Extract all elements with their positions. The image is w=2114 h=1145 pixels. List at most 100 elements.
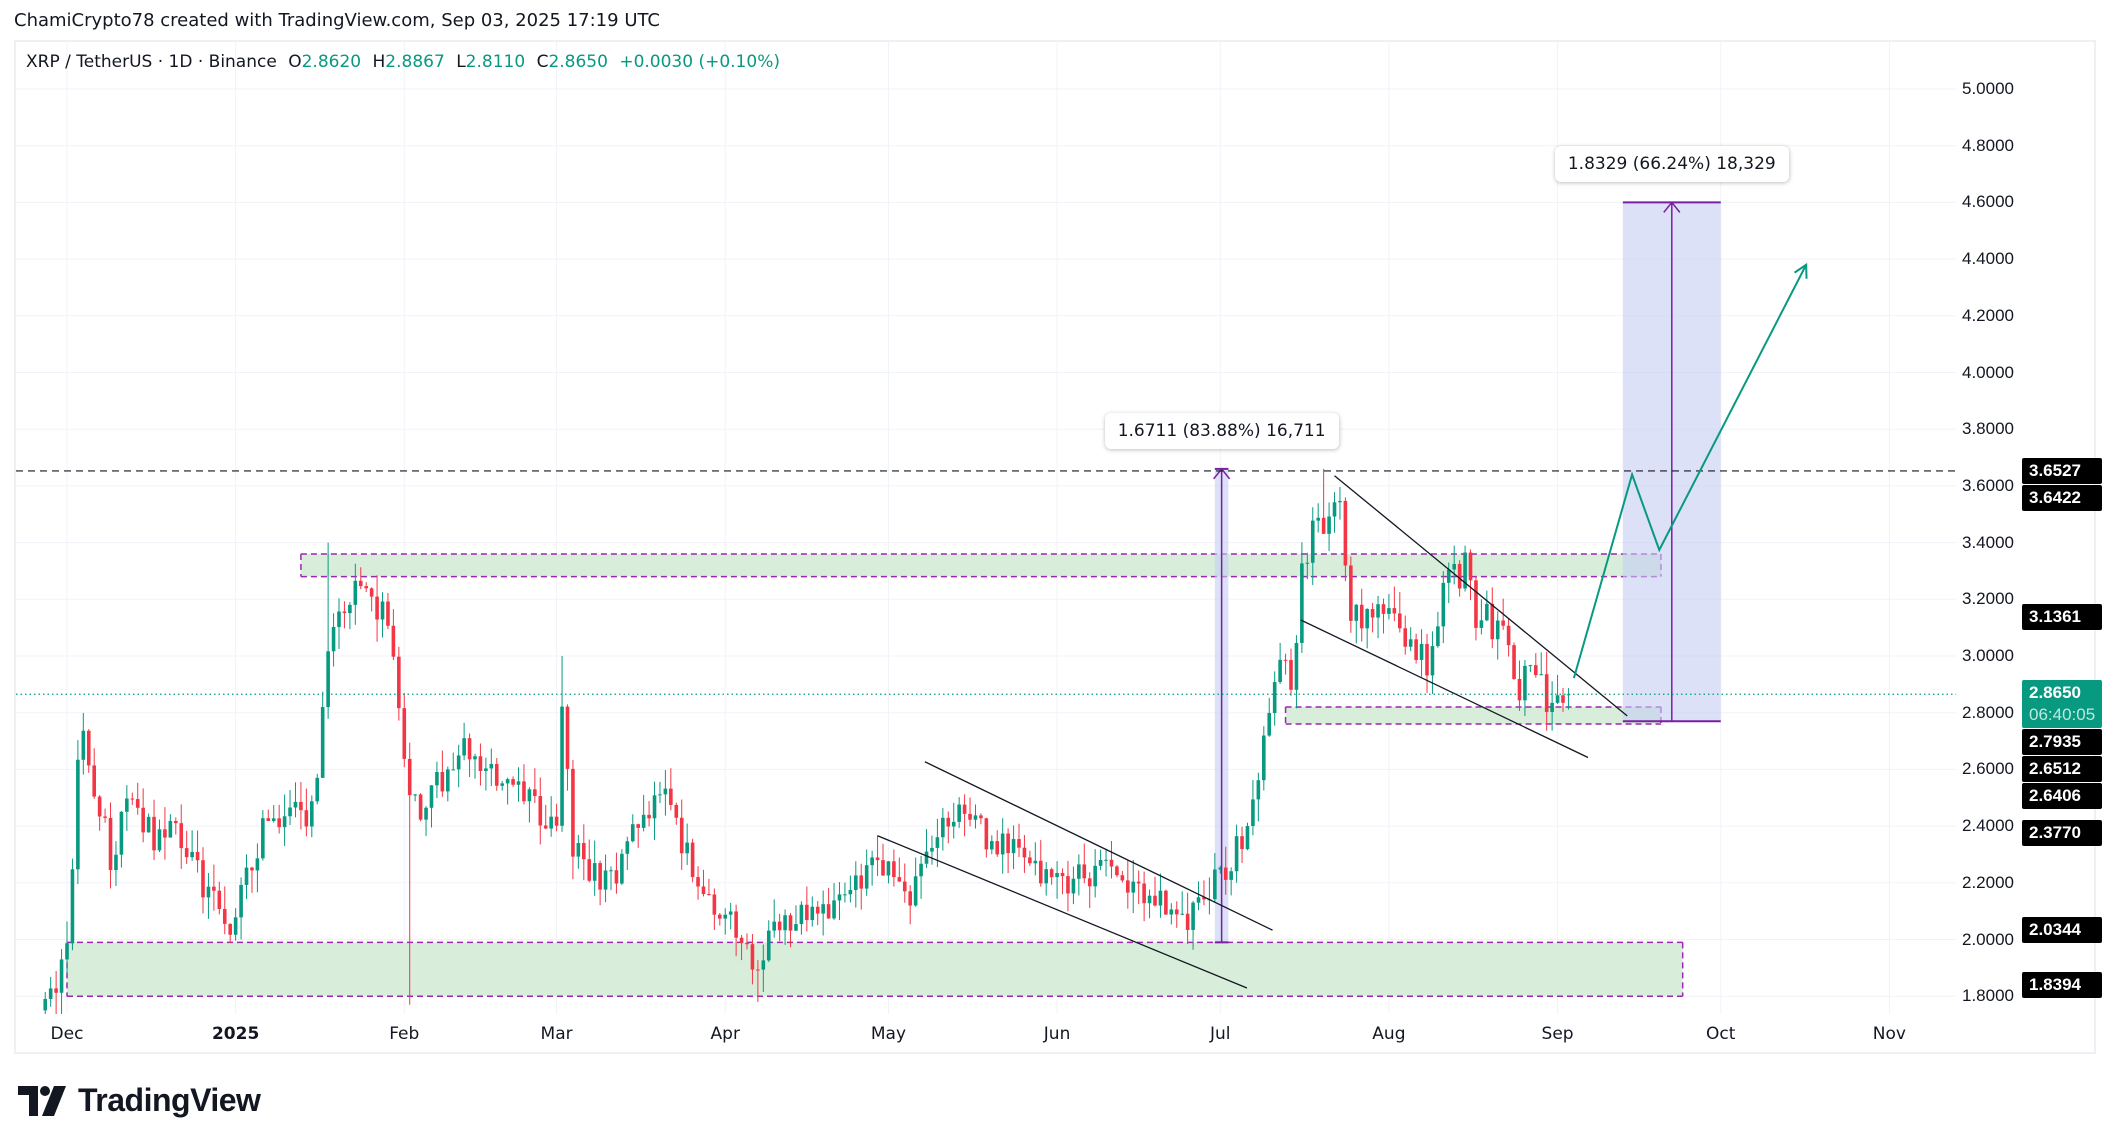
candle-body [1044,869,1048,884]
candle-body [549,816,553,829]
candle-body [1512,645,1516,679]
candle-body [543,825,548,829]
ohlc-close-value: 2.8650 [548,52,608,72]
price-tick: 5.0000 [1962,79,2014,98]
candle-body [1316,517,1320,521]
candle-body [407,758,412,796]
candle-body [614,870,619,884]
candle-body [1321,517,1326,534]
candle-body [603,870,608,890]
candle-body [402,708,407,759]
price-tick: 4.2000 [1962,305,2014,325]
candle-body [1060,872,1065,877]
candle-body [184,848,189,858]
candle-body [886,861,891,876]
candle-body [957,804,961,822]
candle-body [206,886,211,898]
candle-body [1240,836,1244,850]
candle-body [1278,659,1282,683]
candle-body [897,877,902,882]
price-label: 2.6406 [2022,783,2102,810]
time-tick: Jul [1210,1024,1231,1044]
candle-body [299,801,303,811]
candle-body [881,860,885,876]
candle-body [1408,639,1413,647]
candle-body [375,596,379,620]
candle-body [119,811,124,855]
projection-path [1572,264,1808,679]
candle-body [892,861,896,878]
candle-body [92,765,96,797]
candle-body [1517,678,1522,701]
candle-body [1115,866,1119,876]
candle-body [489,763,494,769]
candle-body [233,917,238,935]
candle-body [1485,603,1489,621]
time-tick: Feb [389,1024,420,1044]
price-label: 2.3770 [2022,819,2102,846]
candle-body [826,904,831,919]
candle-body [973,815,978,820]
candle-body [750,944,755,970]
candle-body [451,769,456,771]
candle-body [397,656,401,709]
candle-body [669,788,673,805]
candle-body [97,796,102,817]
candle-body [1087,878,1092,887]
candle-body [522,781,526,802]
candle-body [1000,833,1005,855]
time-tick: Aug [1372,1024,1406,1044]
candle-body [538,796,543,826]
candle-body [1365,609,1369,629]
candle-body [533,789,537,797]
candle-body [478,756,483,772]
price-label: 1.8394 [2022,972,2102,999]
candle-body [788,915,793,931]
candle-body [467,738,472,760]
candle-body [859,875,864,889]
symbol-title[interactable]: XRP / TetherUS · 1D · Binance [26,52,277,72]
candles [43,468,1571,1014]
tradingview-logo[interactable]: TradingView [18,1082,261,1119]
candle-body [908,891,912,906]
candle-body [1262,735,1266,781]
candle-body [1544,674,1549,712]
candle-body [1425,643,1429,676]
current-price: 2.8650 [2029,683,2081,703]
candle-body [815,906,820,914]
candle-body [1098,859,1103,866]
candle-body [141,807,145,833]
candle-body [1550,702,1554,712]
trendline [877,835,1248,989]
candle-body [565,706,570,769]
candle-body [217,890,222,909]
candle-body [805,904,809,921]
candle-body [1561,695,1565,703]
ohlc-change: +0.0030 (+0.10%) [619,52,780,72]
candle-body [103,816,107,818]
candle-body [369,588,374,597]
candle-body [674,804,679,818]
candle-body [494,763,499,786]
candle-body [1066,876,1070,894]
candle-body [456,755,461,770]
candle-body [353,580,358,605]
price-label: 2.6512 [2022,756,2102,783]
candle-body [239,884,243,918]
candle-body [1392,608,1397,614]
candle-body [358,580,363,587]
candle-body [712,894,717,915]
candle-body [190,851,194,858]
price-tick: 2.2000 [1962,872,2014,892]
candle-body [1011,839,1016,854]
candle-body [1398,613,1402,629]
candle-body [326,651,330,708]
candle-body [484,768,488,772]
tradingview-logo-icon [18,1085,66,1116]
candle-body [1419,643,1424,660]
candle-body [1528,665,1533,667]
candle-body [266,818,271,821]
candle-body [587,859,592,881]
candle-body [511,779,515,785]
